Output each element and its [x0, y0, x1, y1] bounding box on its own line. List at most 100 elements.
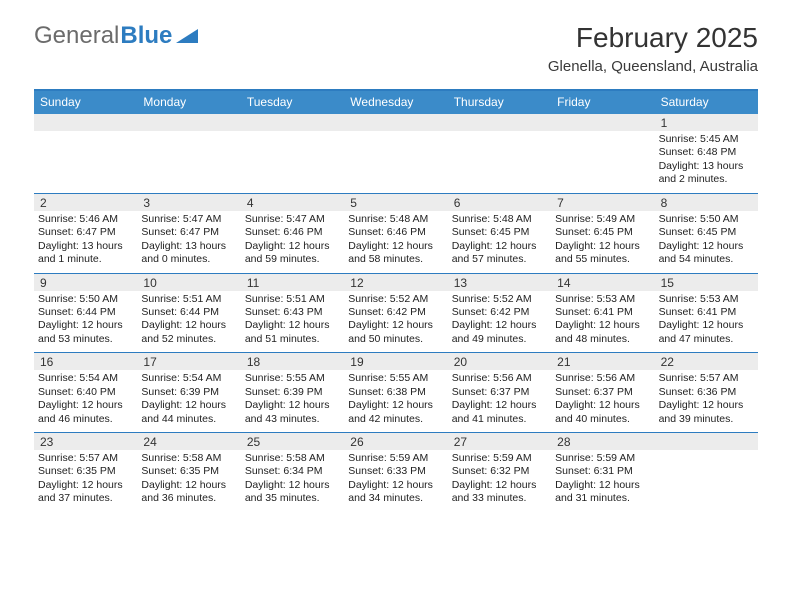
- day-info-line: and 35 minutes.: [245, 492, 340, 505]
- day-number: 18: [241, 353, 344, 370]
- day-info-line: and 1 minute.: [38, 253, 133, 266]
- day-of-week-header: Sunday Monday Tuesday Wednesday Thursday…: [34, 91, 758, 114]
- day-number: 6: [448, 194, 551, 211]
- day-info-line: Sunrise: 5:58 AM: [141, 452, 236, 465]
- day-info-line: Daylight: 12 hours: [452, 240, 547, 253]
- dow-friday: Friday: [551, 91, 654, 114]
- day-number: 27: [448, 433, 551, 450]
- day-info-line: Daylight: 12 hours: [555, 240, 650, 253]
- day-info-line: and 43 minutes.: [245, 413, 340, 426]
- title-block: February 2025 Glenella, Queensland, Aust…: [548, 22, 758, 75]
- day-info: Sunrise: 5:48 AMSunset: 6:45 PMDaylight:…: [452, 213, 547, 267]
- day-number: [655, 433, 758, 450]
- day-info-line: and 52 minutes.: [141, 333, 236, 346]
- day-info: Sunrise: 5:55 AMSunset: 6:39 PMDaylight:…: [245, 372, 340, 426]
- day-cell: [448, 114, 551, 193]
- logo-triangle-icon: [176, 22, 198, 50]
- day-cell: 19Sunrise: 5:55 AMSunset: 6:38 PMDayligh…: [344, 353, 447, 432]
- day-info-line: Sunrise: 5:48 AM: [348, 213, 443, 226]
- day-number: 15: [655, 274, 758, 291]
- day-info-line: Daylight: 12 hours: [245, 319, 340, 332]
- day-info-line: and 46 minutes.: [38, 413, 133, 426]
- day-info-line: and 47 minutes.: [659, 333, 754, 346]
- week-row: 1Sunrise: 5:45 AMSunset: 6:48 PMDaylight…: [34, 114, 758, 193]
- day-info-line: Daylight: 12 hours: [659, 399, 754, 412]
- day-info-line: Daylight: 12 hours: [452, 399, 547, 412]
- day-info-line: Sunrise: 5:50 AM: [38, 293, 133, 306]
- month-title: February 2025: [548, 22, 758, 54]
- week-row: 23Sunrise: 5:57 AMSunset: 6:35 PMDayligh…: [34, 432, 758, 512]
- day-info-line: and 40 minutes.: [555, 413, 650, 426]
- day-info-line: Sunrise: 5:52 AM: [348, 293, 443, 306]
- day-info-line: Daylight: 13 hours: [141, 240, 236, 253]
- day-cell: [344, 114, 447, 193]
- day-cell: 9Sunrise: 5:50 AMSunset: 6:44 PMDaylight…: [34, 274, 137, 353]
- day-info-line: Sunset: 6:31 PM: [555, 465, 650, 478]
- dow-monday: Monday: [137, 91, 240, 114]
- dow-sunday: Sunday: [34, 91, 137, 114]
- day-number: 25: [241, 433, 344, 450]
- weeks-grid: 1Sunrise: 5:45 AMSunset: 6:48 PMDaylight…: [34, 114, 758, 512]
- day-info: Sunrise: 5:51 AMSunset: 6:43 PMDaylight:…: [245, 293, 340, 347]
- day-number: 19: [344, 353, 447, 370]
- day-info-line: Daylight: 12 hours: [141, 399, 236, 412]
- location-subtitle: Glenella, Queensland, Australia: [548, 58, 758, 75]
- day-info-line: Sunrise: 5:58 AM: [245, 452, 340, 465]
- day-info-line: and 31 minutes.: [555, 492, 650, 505]
- day-info: Sunrise: 5:58 AMSunset: 6:35 PMDaylight:…: [141, 452, 236, 506]
- day-info-line: Daylight: 12 hours: [348, 319, 443, 332]
- day-number: [551, 114, 654, 131]
- day-info-line: Daylight: 12 hours: [348, 479, 443, 492]
- day-cell: 21Sunrise: 5:56 AMSunset: 6:37 PMDayligh…: [551, 353, 654, 432]
- day-info-line: Sunrise: 5:59 AM: [452, 452, 547, 465]
- day-cell: 2Sunrise: 5:46 AMSunset: 6:47 PMDaylight…: [34, 194, 137, 273]
- day-info-line: Sunset: 6:43 PM: [245, 306, 340, 319]
- day-info: Sunrise: 5:59 AMSunset: 6:32 PMDaylight:…: [452, 452, 547, 506]
- day-number: 8: [655, 194, 758, 211]
- day-cell: 11 Sunrise: 5:51 AMSunset: 6:43 PMDayligh…: [241, 274, 344, 353]
- day-cell: 3Sunrise: 5:47 AMSunset: 6:47 PMDaylight…: [137, 194, 240, 273]
- day-number: 11: [241, 274, 344, 291]
- day-cell: 12Sunrise: 5:52 AMSunset: 6:42 PMDayligh…: [344, 274, 447, 353]
- day-info-line: Daylight: 12 hours: [659, 240, 754, 253]
- day-cell: 16Sunrise: 5:54 AMSunset: 6:40 PMDayligh…: [34, 353, 137, 432]
- day-cell: 7Sunrise: 5:49 AMSunset: 6:45 PMDaylight…: [551, 194, 654, 273]
- day-info: Sunrise: 5:45 AMSunset: 6:48 PMDaylight:…: [659, 133, 754, 187]
- week-row: 2Sunrise: 5:46 AMSunset: 6:47 PMDaylight…: [34, 193, 758, 273]
- day-info-line: Sunrise: 5:54 AM: [38, 372, 133, 385]
- day-info-line: and 58 minutes.: [348, 253, 443, 266]
- day-info-line: Sunrise: 5:49 AM: [555, 213, 650, 226]
- day-info-line: Sunset: 6:38 PM: [348, 386, 443, 399]
- day-info-line: Sunset: 6:41 PM: [555, 306, 650, 319]
- day-info-line: Sunset: 6:41 PM: [659, 306, 754, 319]
- day-info: Sunrise: 5:58 AMSunset: 6:34 PMDaylight:…: [245, 452, 340, 506]
- day-number: 3: [137, 194, 240, 211]
- day-number: [241, 114, 344, 131]
- day-info-line: Sunset: 6:46 PM: [245, 226, 340, 239]
- day-info-line: and 39 minutes.: [659, 413, 754, 426]
- day-info-line: Daylight: 12 hours: [245, 479, 340, 492]
- day-cell: 14Sunrise: 5:53 AMSunset: 6:41 PMDayligh…: [551, 274, 654, 353]
- logo: GeneralBlue: [34, 22, 198, 50]
- day-number: 24: [137, 433, 240, 450]
- day-info-line: Sunrise: 5:59 AM: [348, 452, 443, 465]
- day-info: Sunrise: 5:52 AMSunset: 6:42 PMDaylight:…: [348, 293, 443, 347]
- day-number: 13: [448, 274, 551, 291]
- day-number: [34, 114, 137, 131]
- day-info-line: Daylight: 12 hours: [38, 319, 133, 332]
- day-info-line: Sunrise: 5:51 AM: [245, 293, 340, 306]
- day-info: Sunrise: 5:57 AMSunset: 6:35 PMDaylight:…: [38, 452, 133, 506]
- day-info-line: and 0 minutes.: [141, 253, 236, 266]
- day-info-line: Sunrise: 5:52 AM: [452, 293, 547, 306]
- day-cell: 22Sunrise: 5:57 AMSunset: 6:36 PMDayligh…: [655, 353, 758, 432]
- day-info-line: Daylight: 12 hours: [141, 479, 236, 492]
- day-cell: 25 Sunrise: 5:58 AMSunset: 6:34 PMDayligh…: [241, 433, 344, 512]
- day-info-line: Daylight: 12 hours: [555, 479, 650, 492]
- day-cell: 8Sunrise: 5:50 AMSunset: 6:45 PMDaylight…: [655, 194, 758, 273]
- day-info-line: Daylight: 12 hours: [348, 240, 443, 253]
- day-info-line: Sunrise: 5:55 AM: [245, 372, 340, 385]
- day-info: Sunrise: 5:52 AMSunset: 6:42 PMDaylight:…: [452, 293, 547, 347]
- day-info-line: Sunrise: 5:51 AM: [141, 293, 236, 306]
- day-number: [137, 114, 240, 131]
- day-info-line: and 49 minutes.: [452, 333, 547, 346]
